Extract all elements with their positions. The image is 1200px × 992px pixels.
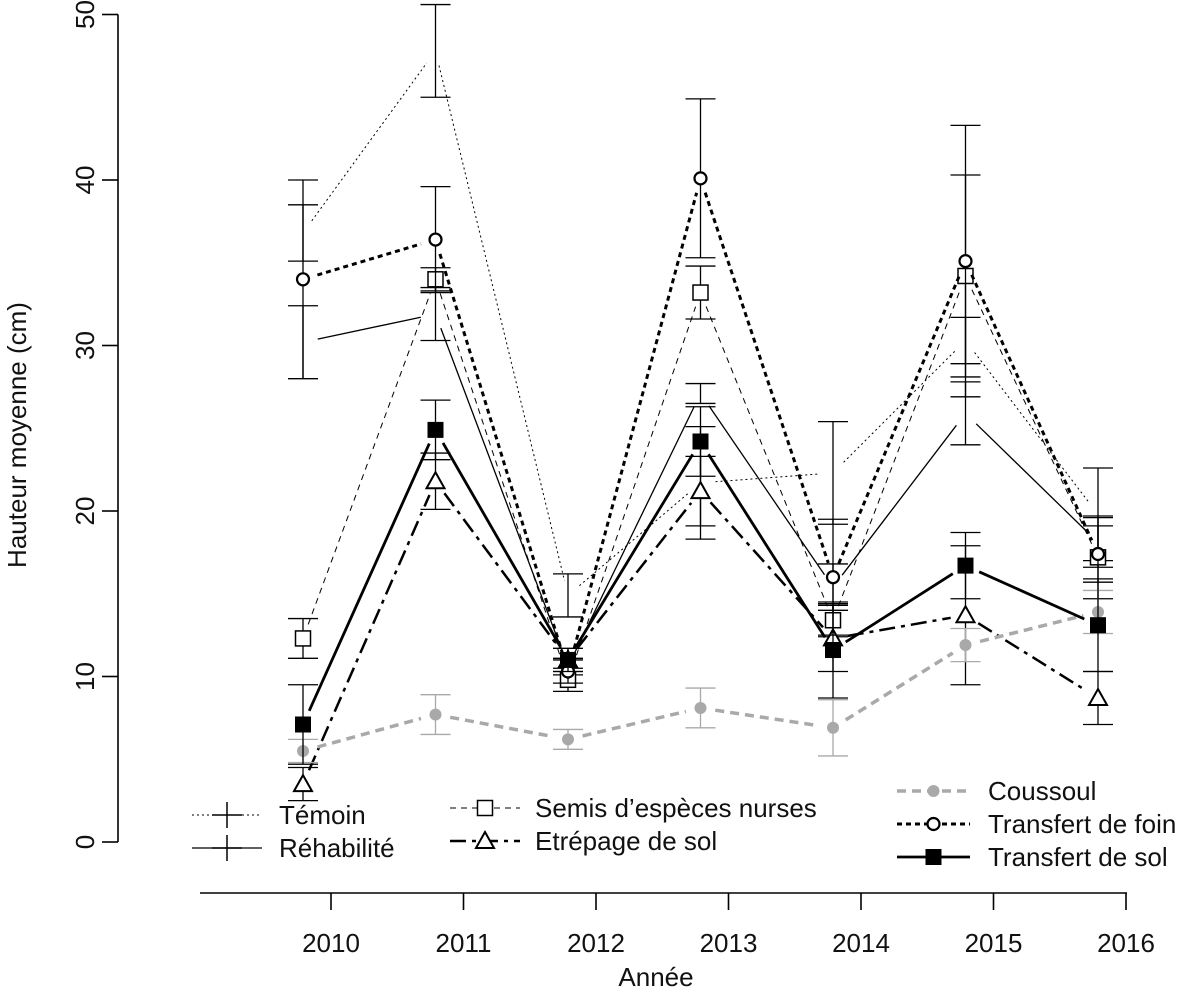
data-point <box>825 570 841 585</box>
y-tick-label: 50 <box>70 0 100 29</box>
x-axis-label: Année <box>618 962 693 992</box>
legend-item-sol: Transfert de sol <box>897 842 1168 872</box>
series-line-coussoul <box>317 613 1084 749</box>
data-point <box>295 272 311 287</box>
legend-label: Témoin <box>279 800 366 830</box>
data-point <box>954 604 977 624</box>
legend-item-temoin: Témoin <box>192 800 366 830</box>
data-point <box>427 421 444 438</box>
legend-marker <box>925 849 942 865</box>
legend-item-foin: Transfert de foin <box>897 809 1176 839</box>
data-point <box>827 721 839 734</box>
series-line-temoin <box>311 62 1090 587</box>
series-line-sol <box>307 442 1085 712</box>
y-tick-label: 20 <box>70 497 100 526</box>
x-tick-label: 2014 <box>832 928 890 958</box>
legend-marker <box>476 799 494 817</box>
error-bar <box>420 286 451 342</box>
y-tick-label: 10 <box>70 662 100 691</box>
data-point <box>692 433 709 450</box>
legend-label: Semis d’espèces nurses <box>535 793 817 823</box>
y-tick-label: 0 <box>70 835 100 849</box>
series-line-semis <box>307 289 1093 666</box>
data-point <box>959 639 972 652</box>
data-point <box>294 630 312 647</box>
data-point <box>1087 686 1109 707</box>
legend-label: Transfert de sol <box>988 842 1168 872</box>
legend-marker <box>212 802 242 828</box>
data-point <box>424 470 447 490</box>
y-axis: 0 10 20 30 40 50 <box>70 0 119 849</box>
legend-marker <box>474 829 496 849</box>
series-etrepage <box>288 452 1113 802</box>
data-point <box>958 253 973 269</box>
data-point <box>692 284 709 301</box>
x-tick-label: 2013 <box>700 928 758 958</box>
legend-item-etrepage: Etrépage de sol <box>450 826 717 856</box>
legend-marker <box>926 816 941 832</box>
error-bar <box>553 573 583 618</box>
error-bar <box>420 3 451 98</box>
series-coussoul <box>288 589 1113 764</box>
series-sol <box>288 399 1113 765</box>
x-tick-label: 2010 <box>302 928 360 958</box>
data-point <box>957 557 974 574</box>
data-point <box>689 480 712 500</box>
error-bar <box>685 382 716 405</box>
data-point <box>694 701 707 714</box>
legend-label: Réhabilité <box>279 833 395 863</box>
data-point <box>428 232 443 247</box>
legend-marker <box>212 835 242 861</box>
plot-area <box>288 3 1113 802</box>
y-tick-label: 40 <box>70 166 100 195</box>
x-tick-label: 2012 <box>567 928 625 958</box>
data-point <box>1090 546 1106 562</box>
legend-item-rehabilite: Réhabilité <box>192 833 395 863</box>
series-foin <box>288 98 1113 684</box>
series-line-rehabilite <box>317 316 1088 654</box>
data-point <box>292 773 314 793</box>
error-bar <box>818 420 848 525</box>
x-tick-label: 2015 <box>965 928 1023 958</box>
data-point <box>429 708 442 721</box>
data-point <box>295 716 311 733</box>
data-point <box>825 642 841 659</box>
legend-label: Etrépage de sol <box>535 826 717 856</box>
series-line-foin <box>316 192 1094 658</box>
legend-marker <box>927 785 940 797</box>
legend-item-semis: Semis d’espèces nurses <box>450 793 817 823</box>
legend-label: Coussoul <box>988 776 1096 806</box>
x-axis: 2010 2011 2012 2013 2014 2015 2016 <box>200 892 1155 958</box>
series-line-etrepage <box>307 492 1086 771</box>
data-point <box>1090 617 1106 634</box>
x-tick-label: 2016 <box>1097 928 1155 958</box>
y-axis-label: Hauteur moyenne (cm) <box>2 302 32 568</box>
x-tick-label: 2011 <box>436 928 492 958</box>
data-point <box>562 733 574 746</box>
legend-item-coussoul: Coussoul <box>897 776 1096 806</box>
legend-label: Transfert de foin <box>988 809 1176 839</box>
data-point <box>693 171 708 186</box>
y-tick-label: 30 <box>70 331 100 360</box>
data-point <box>560 651 576 668</box>
